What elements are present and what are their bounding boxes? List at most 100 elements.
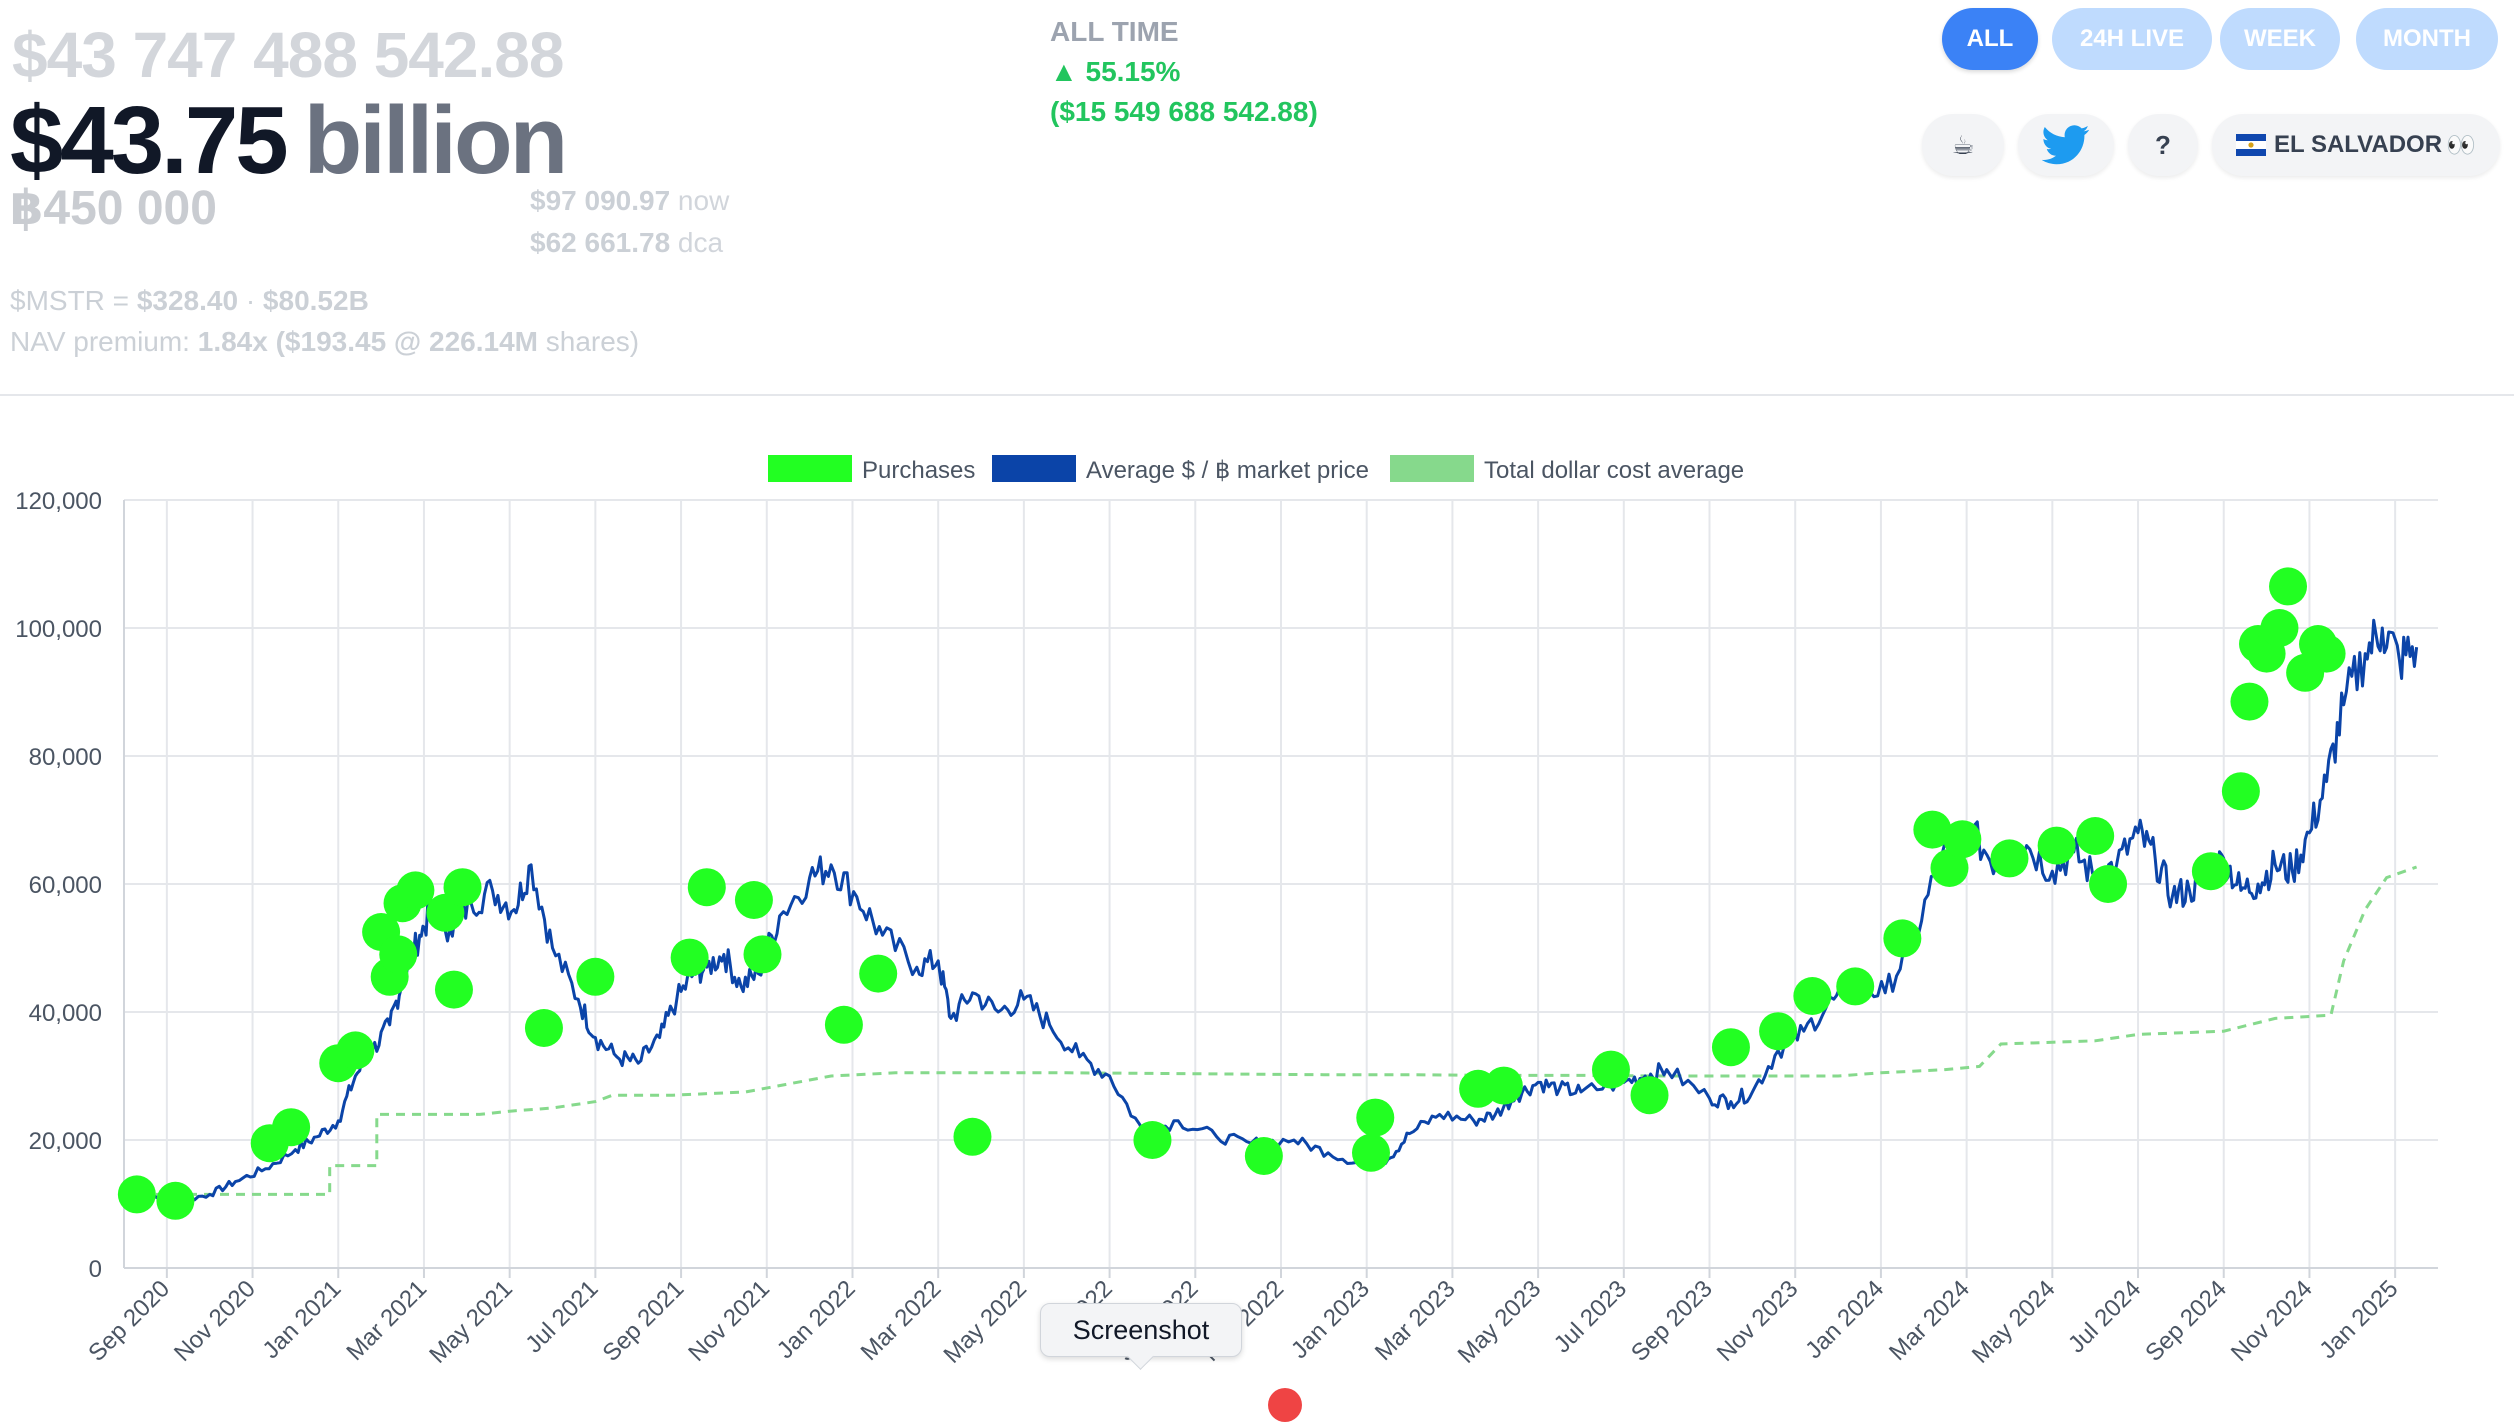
record-dot xyxy=(1268,1388,1302,1422)
x-tick-label: Nov 2021 xyxy=(683,1275,775,1367)
purchase-point xyxy=(396,871,435,910)
purchase-point xyxy=(1356,1098,1395,1137)
y-tick-label: 60,000 xyxy=(29,872,102,899)
nav-prefix: NAV premium: xyxy=(10,326,190,357)
tab-month[interactable]: MONTH xyxy=(2356,8,2498,70)
x-tick-label: Jan 2025 xyxy=(2314,1275,2403,1364)
headline-unit: billion xyxy=(303,87,569,194)
y-tick-label: 0 xyxy=(89,1256,102,1283)
purchase-point xyxy=(1484,1066,1523,1105)
legend-swatch xyxy=(992,455,1076,482)
price-now-label: now xyxy=(677,185,730,216)
legend-label: Purchases xyxy=(862,457,975,484)
purchase-point xyxy=(859,954,898,993)
twitter-button[interactable] xyxy=(2018,114,2114,176)
purchase-point xyxy=(2076,817,2115,855)
headline-value: $43.75 billion xyxy=(10,86,569,196)
coffee-icon: ☕ xyxy=(1951,129,1975,160)
el-salvador-flag-icon xyxy=(2236,134,2267,156)
x-tick-label: Jul 2023 xyxy=(1549,1275,1632,1358)
price-now-value: $97 090.97 xyxy=(530,185,671,216)
mstr-block: $MSTR = $328.40 · $80.52B NAV premium: 1… xyxy=(10,280,639,362)
mstr-sep: · xyxy=(245,285,256,316)
x-tick-label: Mar 2022 xyxy=(856,1275,947,1366)
nav-line: NAV premium: 1.84x ($193.45 @ 226.14M sh… xyxy=(10,321,639,362)
purchase-point xyxy=(1630,1076,1669,1115)
x-tick-label: Sep 2020 xyxy=(83,1275,175,1367)
tab-24h-live[interactable]: 24H LIVE xyxy=(2052,8,2212,70)
purchase-point xyxy=(1591,1050,1630,1089)
coffee-button[interactable]: ☕ xyxy=(1922,114,2004,176)
legend-label: Total dollar cost average xyxy=(1484,457,1744,484)
all-time-label: ALL TIME xyxy=(1050,16,1179,47)
purchase-point xyxy=(1883,919,1922,958)
price-dca: $62 661.78 dca xyxy=(530,222,729,264)
headline-amount: $43.75 xyxy=(10,87,289,194)
price-dca-label: dca xyxy=(677,227,724,258)
purchase-point xyxy=(2037,826,2076,865)
eyes-emoji: 👀 xyxy=(2446,131,2476,159)
purchase-point xyxy=(434,970,473,1009)
purchase-point xyxy=(443,868,482,907)
purchase-point xyxy=(156,1181,195,1220)
purchase-point xyxy=(2191,852,2230,891)
purchase-point xyxy=(2269,567,2308,606)
country-button[interactable]: EL SALVADOR 👀 xyxy=(2212,114,2500,176)
x-tick-label: Nov 2023 xyxy=(1712,1275,1804,1367)
purchase-point xyxy=(1351,1133,1390,1172)
mstr-prefix: $MSTR = xyxy=(10,285,130,316)
help-icon: ? xyxy=(2155,129,2171,160)
twitter-icon xyxy=(2042,125,2090,165)
purchase-point xyxy=(1913,810,1952,849)
purchase-point xyxy=(336,1031,375,1070)
legend-swatch xyxy=(1390,455,1474,482)
price-dca-value: $62 661.78 xyxy=(530,227,671,258)
help-button[interactable]: ? xyxy=(2128,114,2198,176)
x-tick-label: Sep 2021 xyxy=(598,1275,690,1367)
purchase-point xyxy=(2260,609,2299,647)
x-tick-label: Jan 2021 xyxy=(258,1275,347,1364)
x-tick-label: Jan 2022 xyxy=(772,1275,861,1364)
price-block: $97 090.97 now $62 661.78 dca xyxy=(530,180,729,264)
purchase-point xyxy=(1244,1137,1283,1175)
purchase-point xyxy=(2307,634,2346,673)
purchase-point xyxy=(1930,849,1969,887)
purchase-point xyxy=(576,957,615,996)
tab-week[interactable]: WEEK xyxy=(2220,8,2340,70)
purchase-point xyxy=(687,868,726,907)
tooltip-label: Screenshot xyxy=(1072,1314,1210,1345)
purchase-point xyxy=(1711,1028,1750,1067)
y-tick-label: 40,000 xyxy=(29,1000,102,1027)
purchase-point xyxy=(1793,977,1832,1015)
x-tick-label: May 2023 xyxy=(1453,1275,1547,1369)
mstr-price: $328.40 xyxy=(136,285,239,316)
tab-all[interactable]: ALL xyxy=(1942,8,2038,70)
purchase-point xyxy=(2221,772,2260,811)
purchase-point xyxy=(379,935,418,974)
purchase-point xyxy=(1133,1121,1172,1159)
all-time-percent: ▲ 55.15% xyxy=(1050,56,1181,87)
legend-swatch xyxy=(768,455,852,482)
screenshot-tooltip: Screenshot xyxy=(1040,1303,1242,1357)
purchase-point xyxy=(524,1009,563,1047)
x-tick-label: Nov 2024 xyxy=(2226,1275,2318,1367)
x-tick-label: Mar 2023 xyxy=(1370,1275,1461,1366)
mstr-cap: $80.52B xyxy=(262,285,369,316)
purchase-point xyxy=(272,1108,311,1147)
x-tick-label: May 2024 xyxy=(1967,1275,2061,1369)
x-tick-label: Sep 2024 xyxy=(2140,1275,2232,1367)
purchase-point xyxy=(1759,1012,1798,1051)
purchase-point xyxy=(2230,682,2269,721)
legend-label: Average $ / ฿ market price xyxy=(1086,457,1369,484)
y-tick-label: 80,000 xyxy=(29,744,102,771)
country-label: EL SALVADOR xyxy=(2274,131,2443,158)
x-tick-label: Mar 2021 xyxy=(341,1275,432,1366)
x-tick-label: May 2021 xyxy=(424,1275,518,1369)
btc-holdings: ฿450 000 xyxy=(10,182,217,235)
purchase-point xyxy=(1836,967,1875,1006)
x-tick-label: Mar 2024 xyxy=(1884,1275,1975,1366)
all-time-block: ALL TIME ▲ 55.15% ($15 549 688 542.88) xyxy=(1050,12,1318,132)
dca-line xyxy=(124,865,2418,1196)
header-divider xyxy=(0,394,2514,396)
x-tick-label: Jan 2023 xyxy=(1286,1275,1375,1364)
